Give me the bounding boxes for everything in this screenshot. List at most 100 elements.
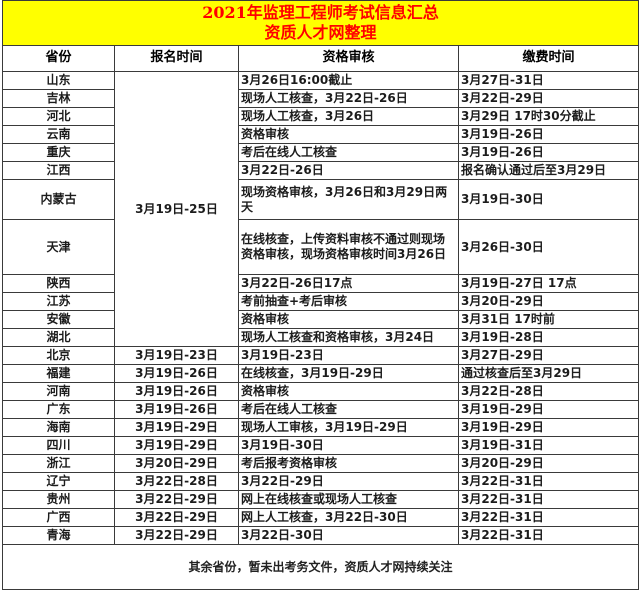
payment-cell: 3月29日 17时30分截止 [457,107,640,126]
column-header-row: 省份 报名时间 资格审核 缴费时间 [2,45,640,72]
signup-merged-cell: 3月19日-25日 [114,71,239,347]
payment-cell: 3月27日-29日 [457,346,640,365]
signup-cell: 3月22日-29日 [114,508,239,527]
payment-cell: 3月31日 17时前 [457,310,640,329]
signup-cell: 3月22日-29日 [114,526,239,545]
table-body: 山东 3月19日-25日 3月26日16:00截止 3月27日-31日 吉林 现场人工核查… [2,71,640,545]
review-cell: 资格审核 [238,125,459,144]
table-row: 辽宁 3月22日-28日 3月22日-29日 3月22日-31日 [2,472,640,491]
page-title-line1: 2021年监理工程师考试信息汇总 [202,3,439,22]
table-row: 广东 3月19日-26日 考后在线人工核查 3月19日-29日 [2,400,640,419]
payment-cell: 3月22日-31日 [457,508,640,527]
review-cell: 现场人工核查，3月22日-26日 [238,89,459,108]
payment-cell: 3月22日-28日 [457,382,640,401]
payment-cell: 3月26日-30日 [457,219,640,275]
table-row: 湖北 现场人工核查和资格审核，3月24日 3月19日-28日 [2,328,640,347]
payment-cell: 3月19日-28日 [457,328,640,347]
province-cell: 安徽 [2,310,115,329]
table-row: 福建 3月19日-26日 在线核查，3月19日-29日 通过核查后至3月29日 [2,364,640,383]
review-cell: 3月19日-23日 [238,346,459,365]
province-cell: 海南 [2,418,115,437]
review-cell: 现场资格审核，3月26日和3月29日两天 [238,179,459,220]
payment-cell: 报名确认通过后至3月29日 [457,161,640,180]
province-cell: 云南 [2,125,115,144]
review-cell: 3月22日-26日 [238,161,459,180]
review-cell: 资格审核 [238,382,459,401]
signup-cell: 3月19日-23日 [114,346,239,365]
province-cell: 青海 [2,526,115,545]
footer-note: 其余省份，暂未出考务文件，资质人才网持续关注 [1,544,640,590]
province-cell: 山东 [2,71,115,90]
table-row: 天津 在线核查，上传资料审核不通过则现场资格审核，现场资格审核时间3月26日 3月2… [2,219,640,275]
review-cell: 考后在线人工核查 [238,143,459,162]
review-cell: 资格审核 [238,310,459,329]
payment-cell: 3月22日-31日 [457,490,640,509]
page-title-line2: 资质人才网整理 [264,23,377,42]
payment-cell: 3月22日-29日 [457,89,640,108]
province-cell: 江西 [2,161,115,180]
signup-cell: 3月19日-29日 [114,436,239,455]
table-row: 海南 3月19日-29日 现场人工审核，3月19日-29日 3月19日-29日 [2,418,640,437]
signup-cell: 3月19日-29日 [114,418,239,437]
column-header-payment-time: 缴费时间 [457,45,640,72]
payment-cell: 3月20日-29日 [457,292,640,311]
province-cell: 贵州 [2,490,115,509]
review-cell: 网上在线核查或现场人工核查 [238,490,459,509]
review-cell: 3月22日-29日 [238,472,459,491]
table-row: 河南 3月19日-26日 资格审核 3月22日-28日 [2,382,640,401]
table-row: 山东 3月19日-25日 3月26日16:00截止 3月27日-31日 [2,71,640,347]
table-row: 浙江 3月20日-29日 考后报考资格审核 3月20日-29日 [2,454,640,473]
review-cell: 考后在线人工核查 [238,400,459,419]
table-row: 内蒙古 现场资格审核，3月26日和3月29日两天 3月19日-30日 [2,179,640,220]
province-cell: 河北 [2,107,115,126]
table-row: 吉林 现场人工核查，3月22日-26日 3月22日-29日 [2,89,640,108]
column-header-province: 省份 [2,45,115,72]
payment-cell: 3月22日-31日 [457,526,640,545]
signup-cell: 3月19日-26日 [114,364,239,383]
column-header-review: 资格审核 [238,45,459,72]
page-title: 2021年监理工程师考试信息汇总 资质人才网整理 [1,0,640,46]
table-row: 河北 现场人工核查，3月26日 3月29日 17时30分截止 [2,107,640,126]
province-cell: 北京 [2,346,115,365]
review-cell: 网上人工核查，3月22日-30日 [238,508,459,527]
review-cell: 在线核查，上传资料审核不通过则现场资格审核，现场资格审核时间3月26日 [238,219,459,275]
review-cell: 考前抽查+考后审核 [238,292,459,311]
table-row: 广西 3月22日-29日 网上人工核查，3月22日-30日 3月22日-31日 [2,508,640,527]
province-cell: 四川 [2,436,115,455]
payment-cell: 3月20日-29日 [457,454,640,473]
province-cell: 内蒙古 [2,179,115,220]
payment-cell: 3月22日-31日 [457,472,640,491]
table-row: 北京 3月19日-23日 3月19日-23日 3月27日-29日 [2,346,640,365]
payment-cell: 3月19日-26日 [457,125,640,144]
footer-row: 其余省份，暂未出考务文件，资质人才网持续关注 [1,544,640,590]
province-cell: 广东 [2,400,115,419]
column-header-signup-time: 报名时间 [114,45,239,72]
table-row: 云南 资格审核 3月19日-26日 [2,125,640,144]
province-cell: 陕西 [2,274,115,293]
province-cell: 河南 [2,382,115,401]
review-cell: 现场人工审核，3月19日-29日 [238,418,459,437]
review-cell: 3月22日-26日17点 [238,274,459,293]
review-cell: 3月22日-30日 [238,526,459,545]
review-cell: 考后报考资格审核 [238,454,459,473]
province-cell: 江苏 [2,292,115,311]
province-cell: 浙江 [2,454,115,473]
payment-cell: 通过核查后至3月29日 [457,364,640,383]
review-cell: 3月26日16:00截止 [238,71,459,90]
payment-cell: 3月19日-30日 [457,179,640,220]
table-row: 贵州 3月22日-29日 网上在线核查或现场人工核查 3月22日-31日 [2,490,640,509]
payment-cell: 3月27日-31日 [457,71,640,90]
province-cell: 吉林 [2,89,115,108]
table-row: 陕西 3月22日-26日17点 3月19日-27日 17点 [2,274,640,293]
table-row: 重庆 考后在线人工核查 3月19日-26日 [2,143,640,162]
table-row: 四川 3月19日-29日 3月19日-30日 3月19日-31日 [2,436,640,455]
province-cell: 广西 [2,508,115,527]
review-cell: 3月19日-30日 [238,436,459,455]
province-cell: 湖北 [2,328,115,347]
table-row: 青海 3月22日-29日 3月22日-30日 3月22日-31日 [2,526,640,545]
payment-cell: 3月19日-26日 [457,143,640,162]
signup-cell: 3月20日-29日 [114,454,239,473]
province-cell: 重庆 [2,143,115,162]
